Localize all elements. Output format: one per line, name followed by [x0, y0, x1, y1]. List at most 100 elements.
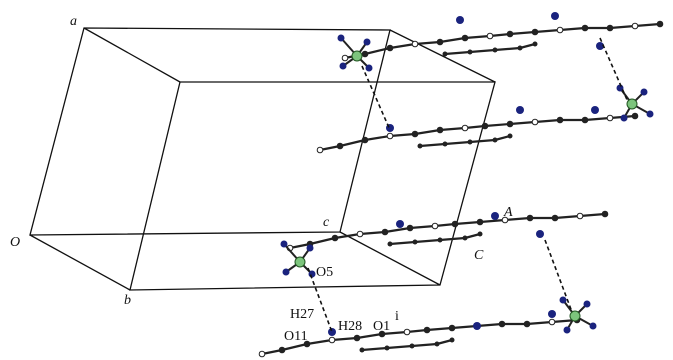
metal-atom	[570, 311, 580, 321]
atom	[493, 138, 498, 143]
atom	[259, 351, 265, 357]
ligand-atom	[564, 327, 571, 334]
oxygen-atom	[591, 106, 599, 114]
oxygen-atom	[328, 328, 336, 336]
atom	[449, 325, 455, 331]
atom	[438, 238, 443, 243]
atom	[468, 140, 473, 145]
atom	[507, 31, 513, 37]
atom	[360, 348, 365, 353]
atom	[450, 338, 455, 343]
oxygen-atom	[516, 106, 524, 114]
oxygen-atom	[536, 230, 544, 238]
atom	[387, 133, 393, 139]
atom-label: H28	[338, 319, 362, 334]
molecule-label: A	[503, 205, 513, 220]
atom	[317, 147, 323, 153]
atom	[477, 219, 483, 225]
crystal-packing-diagram: a O b c A C O5 H27 H28 O1 i O11	[0, 0, 673, 360]
cell-edge	[340, 232, 440, 285]
atom	[632, 113, 638, 119]
ligand-atom	[366, 65, 373, 72]
atom-label-superscript: i	[395, 309, 399, 324]
atom	[493, 48, 498, 53]
atom	[413, 240, 418, 245]
atom	[443, 52, 448, 57]
atom	[382, 229, 388, 235]
ligand-atom	[283, 269, 290, 276]
cell-front-face	[130, 82, 495, 290]
atom	[532, 29, 538, 35]
atom	[337, 143, 343, 149]
atom	[437, 39, 443, 45]
atom	[582, 117, 588, 123]
atom	[549, 319, 555, 325]
atom	[607, 115, 613, 121]
oxygen-atom	[491, 212, 499, 220]
ligand-atom	[340, 63, 347, 70]
atom	[412, 41, 418, 47]
oxygen-atom	[548, 310, 556, 318]
cell-edge	[84, 28, 180, 82]
atom	[487, 33, 493, 39]
oxygen-atom	[551, 12, 559, 20]
atom	[507, 121, 513, 127]
ligand-atom	[281, 241, 288, 248]
atom	[443, 142, 448, 147]
atom	[463, 236, 468, 241]
atom	[452, 221, 458, 227]
atom	[657, 21, 663, 27]
molecules	[259, 12, 663, 357]
atom-label: O11	[284, 329, 308, 344]
oxygen-atom	[456, 16, 464, 24]
atom-label: O5	[316, 265, 333, 280]
atom	[462, 125, 468, 131]
atom	[462, 35, 468, 41]
atom	[527, 215, 533, 221]
atom	[329, 337, 335, 343]
atom	[342, 55, 348, 61]
atom	[357, 231, 363, 237]
ligand-atom	[307, 245, 314, 252]
atom	[582, 25, 588, 31]
atom	[602, 211, 608, 217]
atom	[362, 51, 368, 57]
metal-atom	[627, 99, 637, 109]
atom	[354, 335, 360, 341]
atom	[362, 137, 368, 143]
atom	[407, 225, 413, 231]
metal-atom	[295, 257, 305, 267]
atom	[412, 131, 418, 137]
ligand-atom	[560, 297, 567, 304]
atom	[632, 23, 638, 29]
oxygen-atom	[473, 322, 481, 330]
cell-edge	[30, 235, 130, 290]
atom	[424, 327, 430, 333]
atom	[607, 25, 613, 31]
atom	[552, 215, 558, 221]
axis-label: a	[70, 14, 77, 29]
molecule-label: C	[474, 248, 484, 263]
metal-atom	[352, 51, 362, 61]
atom	[385, 346, 390, 351]
ligand-atom	[641, 89, 648, 96]
unit-cell	[30, 28, 495, 290]
oxygen-atom	[396, 220, 404, 228]
ligand-atom	[364, 39, 371, 46]
axis-label: c	[323, 215, 330, 230]
atom	[518, 46, 523, 51]
atom	[533, 42, 538, 47]
atom	[435, 342, 440, 347]
h-bond	[362, 66, 390, 130]
atom-label: O1	[373, 319, 390, 334]
atom	[418, 144, 423, 149]
ligand-atom	[584, 301, 591, 308]
atom	[404, 329, 410, 335]
atom	[387, 45, 393, 51]
axis-label: b	[124, 293, 131, 308]
atom	[410, 344, 415, 349]
ligand-atom	[647, 111, 654, 118]
atom	[478, 232, 483, 237]
atom	[432, 223, 438, 229]
atom	[557, 27, 563, 33]
